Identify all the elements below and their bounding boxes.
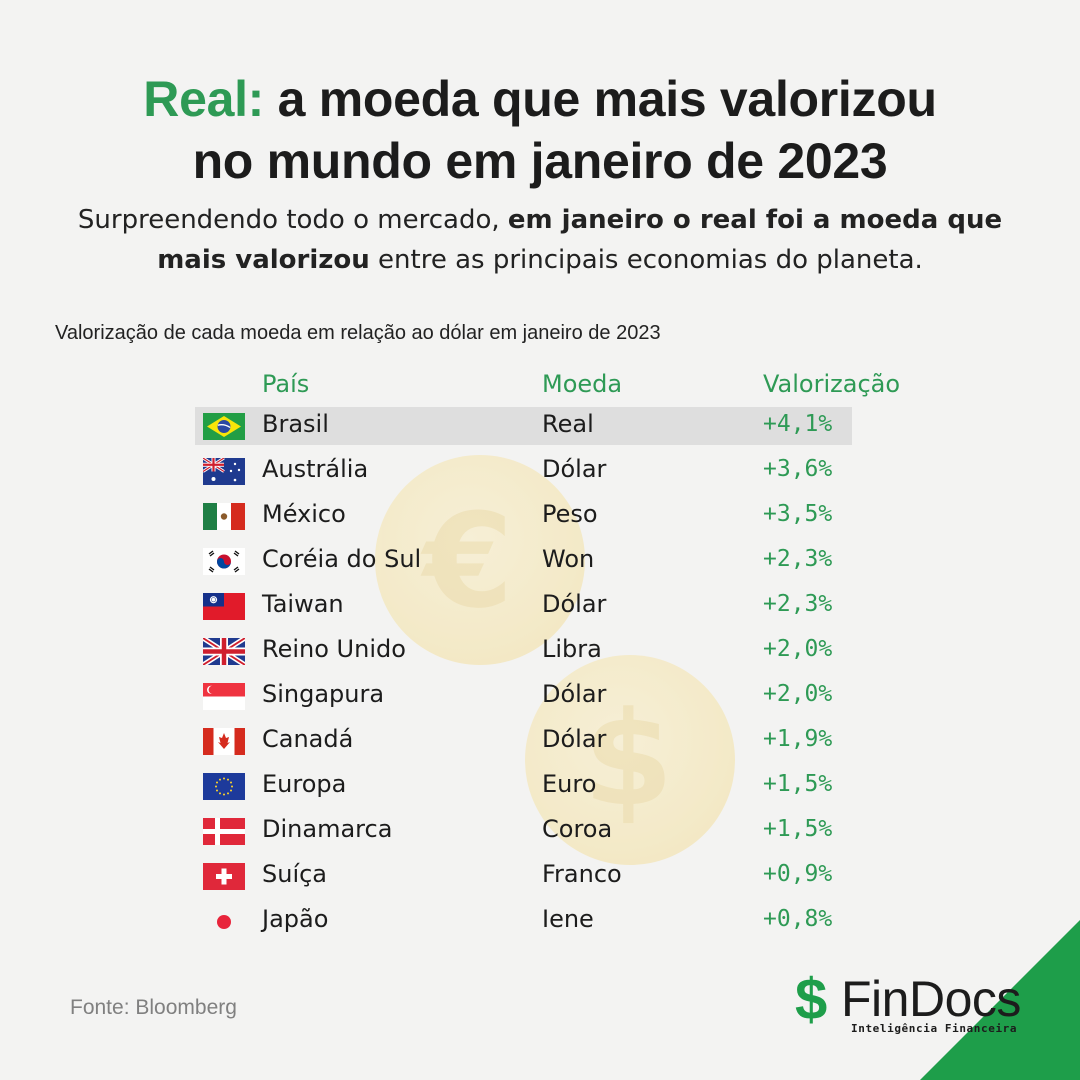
row-country: Dinamarca	[262, 815, 393, 843]
row-change: +2,3%	[763, 591, 833, 617]
row-currency: Iene	[542, 905, 594, 933]
header-change: Valorização	[763, 370, 901, 398]
row-change: +1,9%	[763, 726, 833, 752]
mexico-flag-icon	[203, 503, 245, 530]
row-country: Canadá	[262, 725, 354, 753]
row-currency: Dólar	[542, 590, 607, 618]
taiwan-flag-icon	[203, 593, 245, 620]
uk-flag-icon	[203, 638, 245, 665]
row-country: Brasil	[262, 410, 329, 438]
row-change: +3,5%	[763, 501, 833, 527]
findocs-logo: $ FinDocs Inteligência Financeira	[795, 967, 1055, 1040]
table-row: Japão Iene +0,8%	[195, 902, 852, 940]
euro-icon: €	[423, 485, 514, 637]
table-row: Canadá Dólar +1,9%	[195, 722, 852, 760]
row-change: +1,5%	[763, 771, 833, 797]
row-change: +0,9%	[763, 861, 833, 887]
row-currency: Coroa	[542, 815, 613, 843]
row-change: +2,3%	[763, 546, 833, 572]
australia-flag-icon	[203, 458, 245, 485]
table-row: México Peso +3,5%	[195, 497, 852, 535]
logo-tagline: Inteligência Financeira	[851, 1022, 1018, 1035]
euro-coin-decoration: €	[375, 455, 585, 665]
title-line1: a moeda que mais valorizou	[264, 71, 937, 127]
title-line2: no mundo em janeiro de 2023	[192, 133, 888, 189]
row-change: +1,5%	[763, 816, 833, 842]
subtitle-part2: entre as principais economias do planeta…	[369, 245, 923, 275]
row-country: Europa	[262, 770, 347, 798]
page-subtitle: Surpreendendo todo o mercado, em janeiro…	[40, 200, 1040, 280]
dollar-coin-decoration: $	[525, 655, 735, 865]
row-change: +2,0%	[763, 636, 833, 662]
row-country: Coréia do Sul	[262, 545, 422, 573]
title-accent: Real:	[143, 71, 265, 127]
row-country: Reino Unido	[262, 635, 406, 663]
row-currency: Euro	[542, 770, 597, 798]
corner-decoration	[920, 920, 1080, 1080]
page-title: Real: a moeda que mais valorizou no mund…	[0, 68, 1080, 192]
row-change: +4,1%	[763, 411, 833, 437]
row-currency: Real	[542, 410, 594, 438]
table-caption: Valorização de cada moeda em relação ao …	[55, 322, 661, 344]
switzerland-flag-icon	[203, 863, 245, 890]
row-change: +3,6%	[763, 456, 833, 482]
logo-name: FinDocs	[841, 971, 1021, 1027]
row-country: Singapura	[262, 680, 385, 708]
source-note: Fonte: Bloomberg	[70, 996, 237, 1019]
row-currency: Franco	[542, 860, 622, 888]
japan-flag-icon	[203, 908, 245, 935]
eu-flag-icon	[203, 773, 245, 800]
subtitle-part1: Surpreendendo todo o mercado,	[77, 205, 508, 235]
row-currency: Libra	[542, 635, 602, 663]
row-country: Japão	[262, 905, 329, 933]
row-currency: Dólar	[542, 725, 607, 753]
subtitle-bold1: em janeiro o real foi a moeda que	[507, 205, 1003, 235]
row-country: Austrália	[262, 455, 369, 483]
header-currency: Moeda	[542, 370, 623, 398]
dollar-logo-icon: $	[795, 967, 828, 1032]
dollar-icon: $	[583, 683, 674, 835]
table-row: Austrália Dólar +3,6%	[195, 452, 852, 490]
table-row: Singapura Dólar +2,0%	[195, 677, 852, 715]
table-row: Coréia do Sul Won +2,3%	[195, 542, 852, 580]
row-change: +0,8%	[763, 906, 833, 932]
row-currency: Dólar	[542, 455, 607, 483]
row-change: +2,0%	[763, 681, 833, 707]
row-currency: Won	[542, 545, 595, 573]
row-country: México	[262, 500, 346, 528]
table-row: Taiwan Dólar +2,3%	[195, 587, 852, 625]
table-row: Reino Unido Libra +2,0%	[195, 632, 852, 670]
row-country: Suíça	[262, 860, 328, 888]
row-currency: Peso	[542, 500, 598, 528]
subtitle-bold2: mais valorizou	[157, 245, 370, 275]
table-row: Brasil Real +4,1%	[195, 407, 852, 445]
header-country: País	[262, 370, 310, 398]
row-country: Taiwan	[262, 590, 344, 618]
denmark-flag-icon	[203, 818, 245, 845]
table-row: Suíça Franco +0,9%	[195, 857, 852, 895]
brazil-flag-icon	[203, 413, 245, 440]
table-row: Europa Euro +1,5%	[195, 767, 852, 805]
table-row: Dinamarca Coroa +1,5%	[195, 812, 852, 850]
singapore-flag-icon	[203, 683, 245, 710]
canada-flag-icon	[203, 728, 245, 755]
south-korea-flag-icon	[203, 548, 245, 575]
row-currency: Dólar	[542, 680, 607, 708]
